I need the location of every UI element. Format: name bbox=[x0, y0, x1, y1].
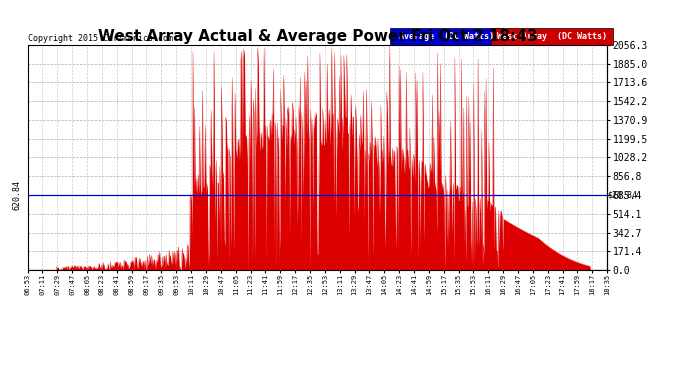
FancyBboxPatch shape bbox=[491, 28, 613, 45]
Title: West Array Actual & Average Power Fri Oct 2 18:43: West Array Actual & Average Power Fri Oc… bbox=[97, 29, 538, 44]
Text: West Array  (DC Watts): West Array (DC Watts) bbox=[497, 32, 607, 41]
Text: Copyright 2015 Cartronics.com: Copyright 2015 Cartronics.com bbox=[28, 34, 172, 43]
Text: $20.84: $20.84 bbox=[607, 190, 637, 200]
Text: Average  (DC Watts): Average (DC Watts) bbox=[399, 32, 494, 41]
Text: 620.84: 620.84 bbox=[13, 180, 22, 210]
FancyBboxPatch shape bbox=[390, 28, 503, 45]
